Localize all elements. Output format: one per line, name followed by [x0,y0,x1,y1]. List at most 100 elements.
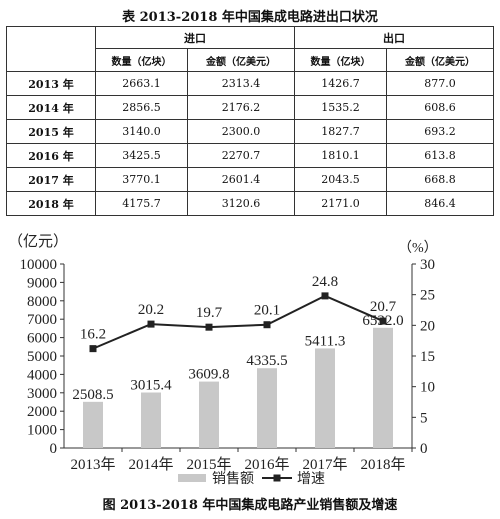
left-tick-label: 8000 [27,294,57,310]
right-tick-label: 30 [420,257,435,273]
left-tick-label: 1000 [27,423,57,439]
import-quantity-header: 数量（亿块） [95,48,188,72]
right-tick-label: 25 [420,288,435,304]
table-group-header-row: 进口 出口 [6,26,495,72]
bar [373,327,393,448]
x-tick-label: 2014年 [128,456,173,473]
bar [315,348,335,448]
table-row: 2013 年 2663.1 2313.4 1426.7 877.0 [6,71,495,96]
right-tick-label: 0 [420,441,428,457]
table-cell: 3140.0 [95,119,188,144]
bar [83,401,103,448]
table-cell: 1827.7 [293,119,387,144]
left-tick-label: 3000 [27,386,57,402]
year-cell: 2016 年 [6,143,96,168]
bar [257,368,277,448]
import-header: 进口 [95,26,295,49]
right-tick-label: 10 [420,380,435,396]
table-cell: 877.0 [385,71,495,96]
table-cell: 2601.4 [186,167,295,192]
table-row: 2017 年 3770.1 2601.4 2043.5 668.8 [6,167,495,192]
trade-table: 进口 出口 数量（亿块） 金额（亿美元） 数量（亿块） 金额（亿美元） 2013… [6,26,495,216]
export-quantity-header: 数量（亿块） [293,48,387,72]
left-tick-label: 5000 [27,349,57,365]
legend-line-marker [273,474,281,482]
table-cell: 2043.5 [293,167,387,192]
bar [141,392,161,448]
growth-point [89,345,97,353]
sales-growth-chart: 0100020003000400050006000700080009000100… [8,233,438,487]
right-tick-label: 15 [420,349,435,365]
table-cell: 668.8 [385,167,495,192]
growth-value-label: 24.8 [312,274,338,290]
x-tick-label: 2017年 [302,456,347,473]
table-cell: 1535.2 [293,95,387,120]
table-title: 表 2013-2018 年中国集成电路进出口状况 [122,10,378,25]
legend-bar-swatch [178,474,206,482]
export-amount-header: 金额（亿美元） [385,48,495,72]
left-tick-label: 0 [50,441,58,457]
table-cell: 2663.1 [95,71,188,96]
x-tick-label: 2016年 [244,456,289,473]
table-cell: 3120.6 [186,191,295,216]
table-cell: 4175.7 [95,191,188,216]
growth-value-label: 16.2 [80,327,106,343]
growth-point [205,323,213,331]
bar [199,381,219,448]
right-tick-label: 20 [420,318,435,334]
table-cell: 3425.5 [95,143,188,168]
year-cell: 2013 年 [6,71,96,96]
legend-line-label: 增速 [297,471,325,487]
year-cell: 2018 年 [6,191,96,216]
table-row: 2014 年 2856.5 2176.2 1535.2 608.6 [6,95,495,120]
table-cell: 693.2 [385,119,495,144]
table-cell: 2856.5 [95,95,188,120]
import-amount-header: 金额（亿美元） [186,48,295,72]
table-cell: 613.8 [385,143,495,168]
figure-caption: 图 2013-2018 年中国集成电路产业销售额及增速 [102,498,398,513]
growth-point [147,320,155,328]
legend-bar-label: 销售额 [212,471,254,487]
x-tick-label: 2015年 [186,456,231,473]
year-cell: 2014 年 [6,95,96,120]
table-row: 2018 年 4175.7 3120.6 2171.0 846.4 [6,191,495,216]
bar-value-label: 3609.8 [188,367,229,383]
growth-value-label: 19.7 [196,305,223,321]
table-cell: 2313.4 [186,71,295,96]
table-sub-header-row: 数量（亿块） 金额（亿美元） 数量（亿块） 金额（亿美元） [7,48,495,72]
left-tick-label: 6000 [27,331,57,347]
left-tick-label: 10000 [20,257,58,273]
year-cell: 2017 年 [6,167,96,192]
table-cell: 2270.7 [186,143,295,168]
x-tick-label: 2018年 [360,456,405,473]
bar-value-label: 3015.4 [130,378,172,394]
left-tick-label: 7000 [27,312,57,328]
table-cell: 3770.1 [95,167,188,192]
bar-value-label: 2508.5 [72,387,113,403]
year-cell: 2015 年 [6,119,96,144]
bar-value-label: 4335.5 [246,353,287,369]
table-corner-cell [6,26,96,72]
table-cell: 2300.0 [186,119,295,144]
growth-value-label: 20.2 [138,302,164,318]
growth-value-label: 20.7 [370,299,397,315]
table-cell: 1810.1 [293,143,387,168]
growth-point [321,292,329,300]
growth-value-label: 20.1 [254,303,280,319]
growth-line [92,294,384,350]
bar-value-label: 5411.3 [305,333,346,349]
table-cell: 1426.7 [293,71,387,96]
table-cell: 2171.0 [293,191,387,216]
left-tick-label: 9000 [27,275,57,291]
table-cell: 846.4 [385,191,495,216]
left-tick-label: 2000 [27,404,57,420]
left-tick-label: 4000 [27,367,57,383]
x-tick-label: 2013年 [70,456,115,473]
table-row: 2015 年 3140.0 2300.0 1827.7 693.2 [6,119,495,144]
growth-point [263,321,271,329]
table-cell: 2176.2 [186,95,295,120]
right-tick-label: 5 [420,410,428,426]
left-axis-unit: （亿元） [8,233,68,250]
right-axis-unit: （%） [398,240,438,256]
table-row: 2016 年 3425.5 2270.7 1810.1 613.8 [6,143,495,168]
